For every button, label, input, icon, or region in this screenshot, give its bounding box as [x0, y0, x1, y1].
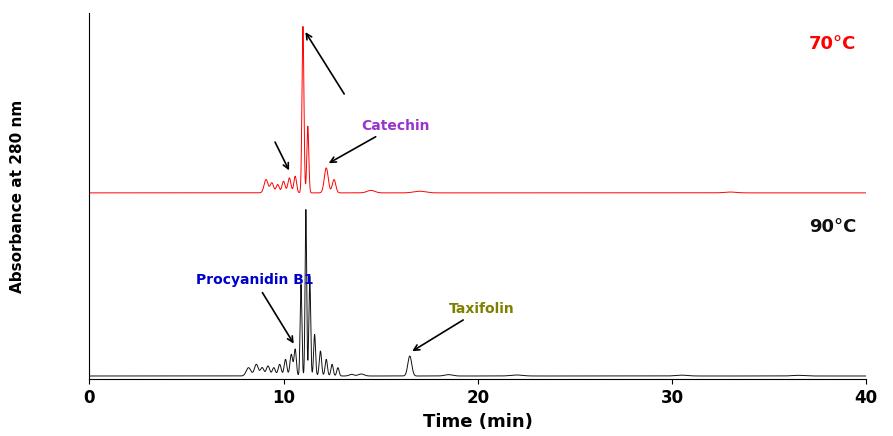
Text: 90°C: 90°C [809, 218, 856, 236]
X-axis label: Time (min): Time (min) [422, 412, 533, 431]
Text: 70°C: 70°C [809, 35, 856, 53]
Text: Catechin: Catechin [330, 119, 430, 162]
Text: Taxifolin: Taxifolin [413, 302, 514, 350]
Text: Procyanidin B1: Procyanidin B1 [196, 273, 313, 342]
Text: Absorbance at 280 nm: Absorbance at 280 nm [11, 99, 25, 293]
